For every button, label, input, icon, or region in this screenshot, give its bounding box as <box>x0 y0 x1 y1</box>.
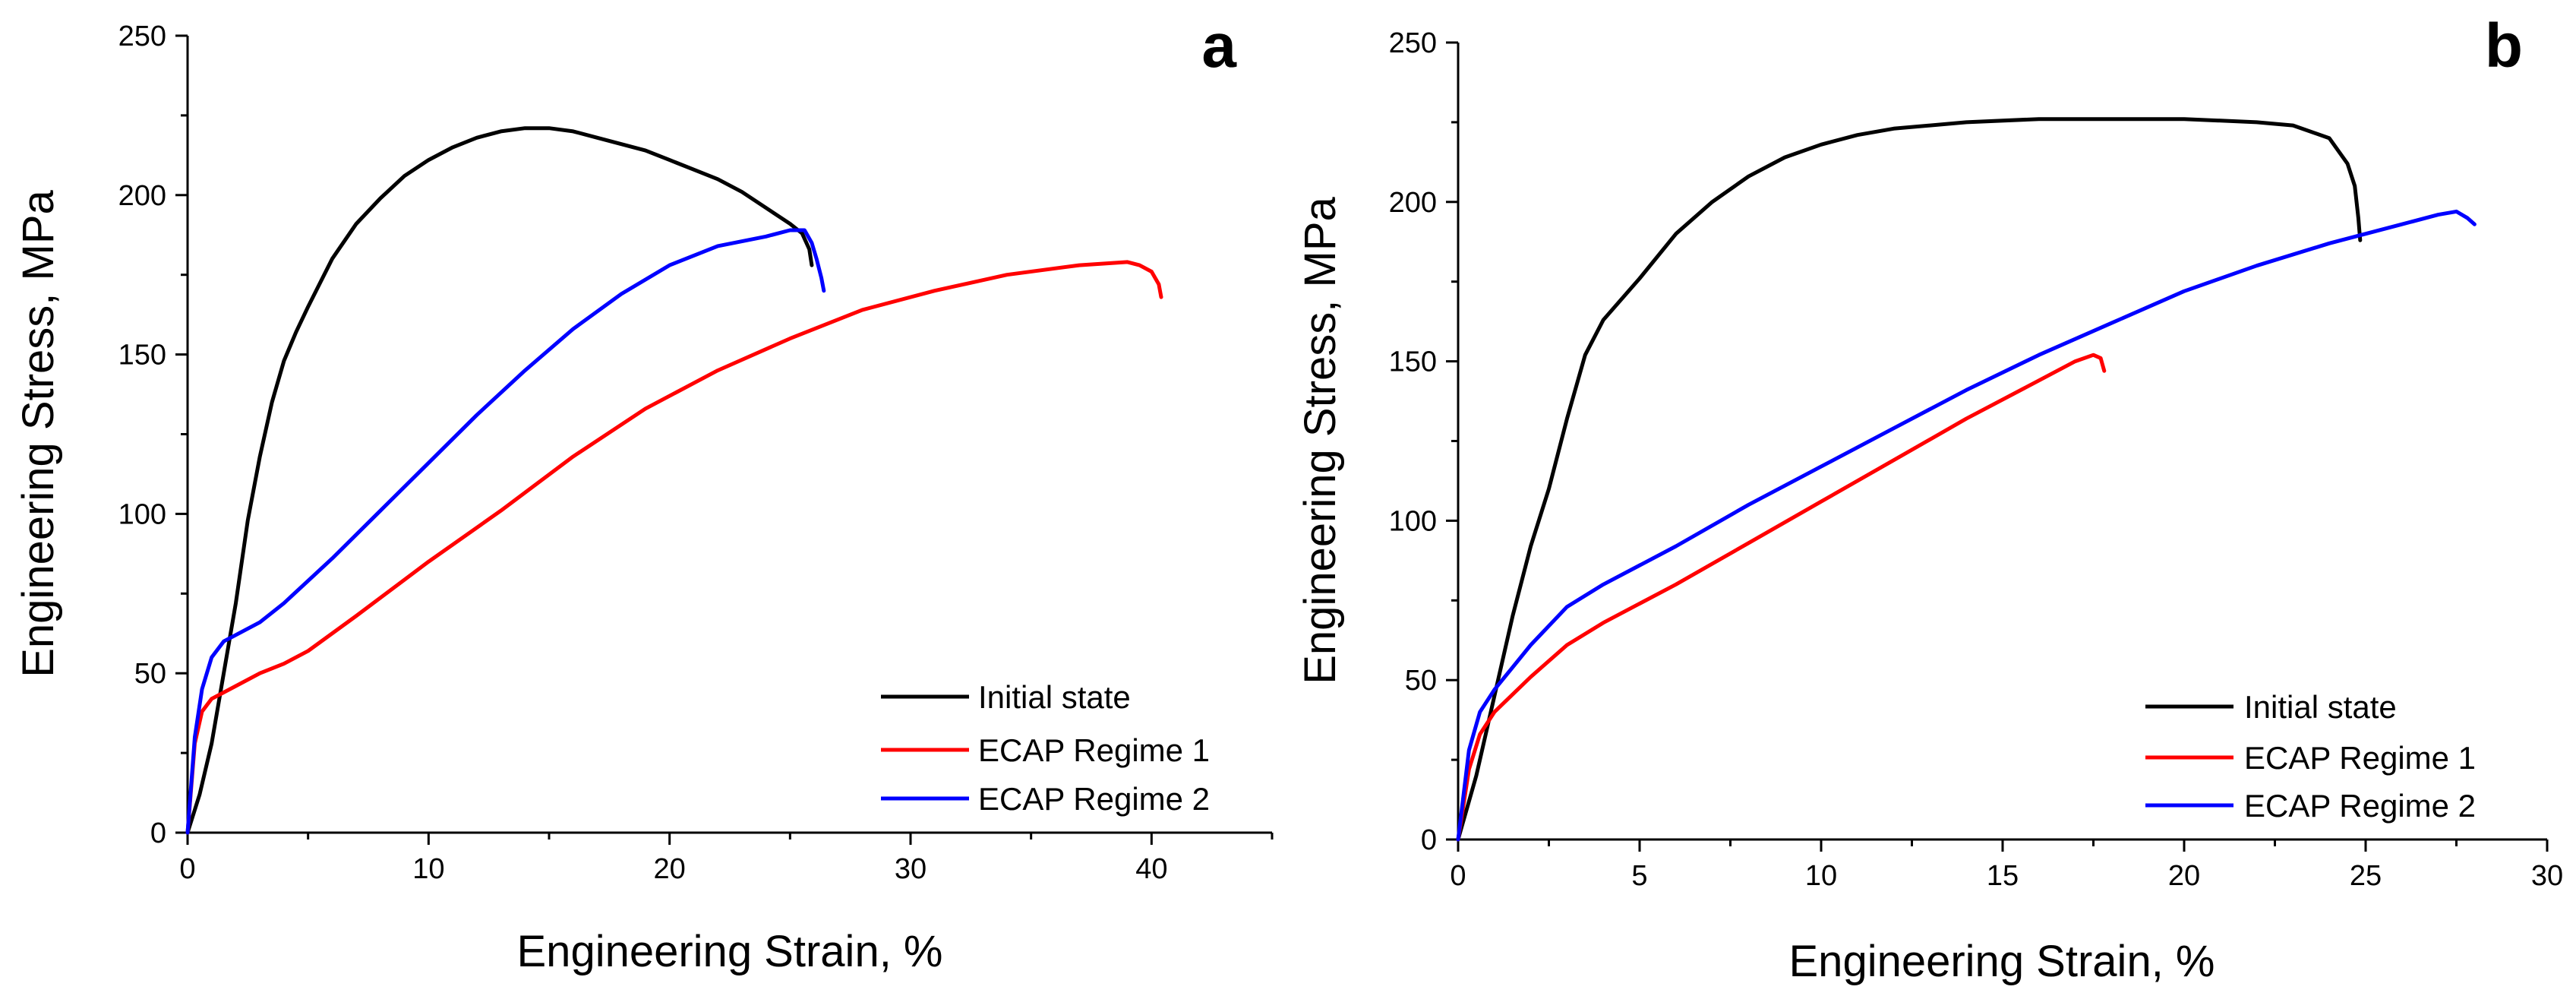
panel-b-y-tick-label: 150 <box>1389 346 1437 378</box>
panel-b-x-tick-label: 10 <box>1805 860 1837 892</box>
panel-b-x-ticks: 0 5 10 15 20 25 30 <box>1450 839 2563 892</box>
panel-a-y-axis-label: Engineering Stress, MPa <box>14 189 63 677</box>
panel-a-y-tick-label: 200 <box>118 180 166 212</box>
panel-a-legend-label-initial-state: Initial state <box>978 679 1131 715</box>
panel-a-x-tick-label: 40 <box>1135 853 1167 885</box>
panel-a-y-tick-label: 50 <box>134 658 166 690</box>
panel-a-x-tick-label: 30 <box>895 853 927 885</box>
panel-b-series <box>1456 117 2477 842</box>
panel-b-legend-label-ecap-regime-1: ECAP Regime 1 <box>2244 740 2476 776</box>
panel-a-x-tick-label: 10 <box>412 853 444 885</box>
panel-b-y-tick-label: 50 <box>1405 665 1437 697</box>
panel-a-legend: Initial state ECAP Regime 1 ECAP Regime … <box>881 679 1210 817</box>
panel-a-legend-label-ecap-regime-1: ECAP Regime 1 <box>978 732 1210 768</box>
panel-b-y-axis-label: Engineering Stress, MPa <box>1296 196 1345 684</box>
chart-panel-a: 0 10 20 30 40 0 50 100 150 200 250 a Engineering … <box>14 11 1274 976</box>
panel-b-y-tick-label: 0 <box>1421 824 1437 856</box>
panel-a-series-line-ecap-regime-1 <box>185 260 1163 835</box>
panel-a-legend-label-ecap-regime-2: ECAP Regime 2 <box>978 781 1210 817</box>
panel-a-x-ticks: 0 10 20 30 40 <box>179 833 1274 885</box>
panel-a-x-axis-label: Engineering Strain, % <box>517 927 943 976</box>
panel-a-y-tick-label: 150 <box>118 340 166 372</box>
panel-b-series-line-ecap-regime-1 <box>1456 353 2107 842</box>
panel-b-series-line-initial-state <box>1456 117 2363 842</box>
panel-b-y-tick-label: 100 <box>1389 505 1437 537</box>
panel-a-y-tick-label: 0 <box>150 817 166 849</box>
panel-a-x-tick-label: 0 <box>179 853 195 885</box>
panel-b-x-tick-label: 30 <box>2531 860 2563 892</box>
panel-b-y-tick-label: 200 <box>1389 187 1437 219</box>
panel-b-x-axis-label: Engineering Strain, % <box>1789 937 2215 986</box>
panel-b-legend-label-initial-state: Initial state <box>2244 689 2397 725</box>
panel-a-y-ticks: 0 50 100 150 200 250 <box>118 21 188 849</box>
chart-panel-b: 0 5 10 15 20 25 30 0 50 100 150 200 250 b Engineeri… <box>1296 11 2563 986</box>
panel-b-series-line-ecap-regime-2 <box>1456 209 2477 842</box>
panel-a-series-line-ecap-regime-2 <box>185 228 826 835</box>
panel-b-x-tick-label: 0 <box>1450 860 1466 892</box>
panel-b-x-tick-label: 5 <box>1631 860 1647 892</box>
panel-b-letter: b <box>2485 11 2523 81</box>
panel-b-legend: Initial state ECAP Regime 1 ECAP Regime … <box>2145 689 2476 824</box>
panel-a-series <box>185 126 1163 835</box>
panel-a-series-line-initial-state <box>185 126 814 835</box>
panel-b-x-tick-label: 20 <box>2168 860 2200 892</box>
panel-b-x-tick-label: 25 <box>2350 860 2382 892</box>
panel-b-legend-label-ecap-regime-2: ECAP Regime 2 <box>2244 788 2476 824</box>
panel-b-y-ticks: 0 50 100 150 200 250 <box>1389 27 1458 856</box>
panel-a-x-tick-label: 20 <box>654 853 686 885</box>
panel-b-y-tick-label: 250 <box>1389 27 1437 59</box>
panel-b-x-tick-label: 15 <box>1987 860 2019 892</box>
panel-a-y-tick-label: 250 <box>118 21 166 52</box>
panel-a-y-tick-label: 100 <box>118 498 166 530</box>
panel-a-letter: a <box>1201 11 1237 81</box>
